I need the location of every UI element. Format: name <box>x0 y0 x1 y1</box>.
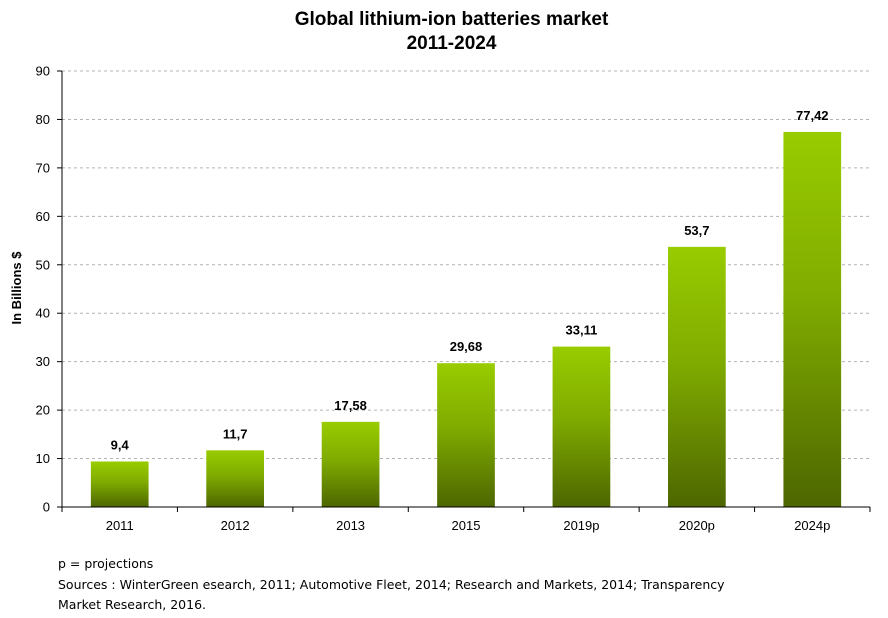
bar-2013 <box>321 421 380 507</box>
data-label: 17,58 <box>334 398 367 413</box>
chart-title: Global lithium-ion batteries market 2011… <box>0 8 888 56</box>
bar-2024p <box>783 131 842 507</box>
y-tick-label: 80 <box>36 112 50 127</box>
chart-title-line-1: Global lithium-ion batteries market <box>294 9 609 30</box>
bar-2012 <box>206 450 264 507</box>
x-tick-labels: 2011 2012 2013 2015 2019p 2020p 2024p <box>106 518 831 533</box>
y-axis-label: In Billions $ <box>9 251 24 325</box>
bars <box>90 131 842 507</box>
y-tick-labels: 0 10 20 30 40 50 60 70 80 90 <box>36 64 50 515</box>
footnotes: p = projections Sources : WinterGreen es… <box>58 554 778 616</box>
chart-title-line-2: 2011-2024 <box>406 33 497 54</box>
data-label: 53,7 <box>684 223 709 238</box>
x-tick-label: 2011 <box>106 518 134 533</box>
sources-line-1: Sources : WinterGreen esearch, 2011; Aut… <box>58 576 725 592</box>
y-tick-label: 30 <box>36 354 50 369</box>
x-tick-label: 2020p <box>679 518 715 533</box>
y-tick-label: 0 <box>43 500 50 515</box>
x-tick-label: 2024p <box>794 518 830 533</box>
data-labels: 9,4 11,7 17,58 29,68 33,11 53,7 77,42 <box>111 108 829 453</box>
x-tick-label: 2015 <box>452 518 481 533</box>
gridlines <box>62 70 870 460</box>
y-tick-label: 60 <box>36 209 50 224</box>
sources-line-2: Market Research, 2016. <box>58 597 207 612</box>
y-tick-label: 40 <box>36 306 50 321</box>
axes <box>57 70 871 512</box>
bar-2019p <box>552 346 611 507</box>
x-tick-label: 2019p <box>563 518 599 533</box>
y-tick-label: 70 <box>36 160 50 175</box>
data-label: 9,4 <box>111 437 130 452</box>
y-tick-label: 90 <box>36 64 50 79</box>
bar-chart: 0 10 20 30 40 50 60 70 80 90 2011 2012 2013 2015 2019… <box>9 64 871 533</box>
data-label: 77,42 <box>796 108 829 123</box>
x-tick-label: 2012 <box>221 518 250 533</box>
y-tick-label: 20 <box>36 403 50 418</box>
y-tick-label: 10 <box>36 451 50 466</box>
bar-2011 <box>90 461 149 507</box>
projections-note: p = projections <box>58 556 154 571</box>
data-label: 11,7 <box>223 426 248 441</box>
x-tick-label: 2013 <box>336 518 365 533</box>
bar-2015 <box>437 363 495 507</box>
data-label: 29,68 <box>450 339 483 354</box>
bar-2020p <box>668 246 726 507</box>
data-label: 33,11 <box>566 323 598 338</box>
y-tick-label: 50 <box>36 257 50 272</box>
